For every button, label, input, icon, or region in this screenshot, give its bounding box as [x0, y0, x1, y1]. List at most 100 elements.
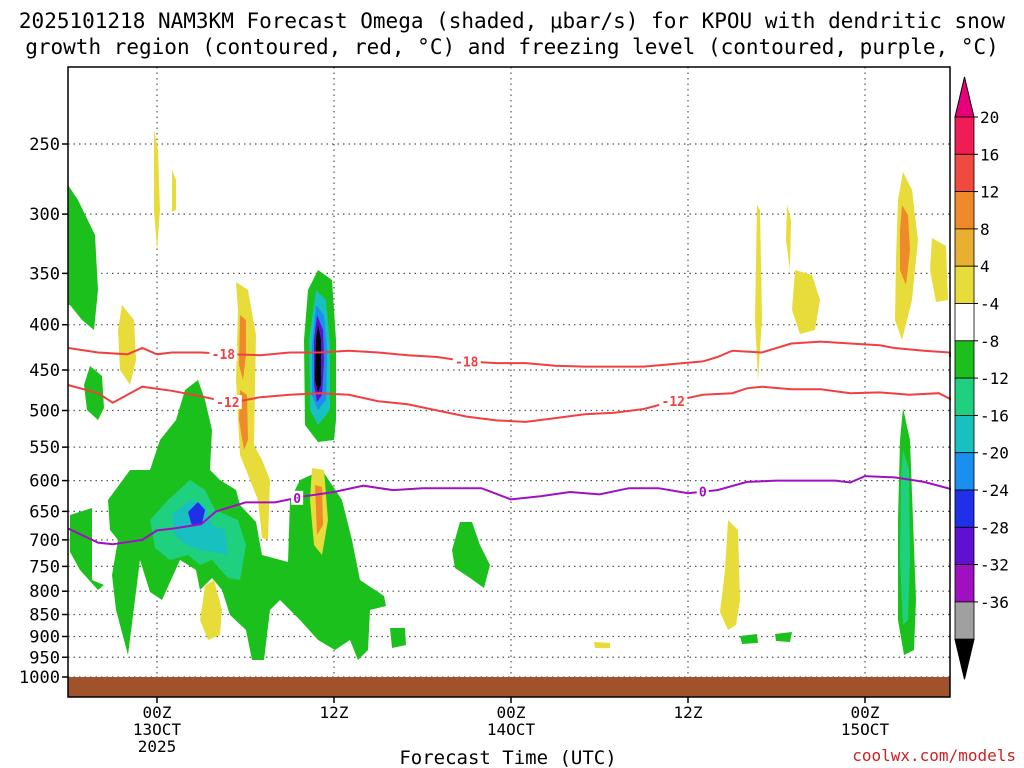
omega-yellow-i	[755, 205, 762, 380]
ground-surface	[68, 677, 950, 697]
omega-yellow-g	[594, 642, 610, 648]
contour-label--12-1: -12	[662, 395, 685, 410]
y-tick-label-950: 950	[29, 648, 60, 668]
colorbar-label-9: -20	[980, 444, 1009, 463]
y-tick-label-300: 300	[29, 205, 60, 225]
omega-orange-l	[900, 205, 910, 285]
y-tick-label-850: 850	[29, 606, 60, 626]
colorbar-bin-9	[954, 452, 975, 491]
colorbar-bin-13	[954, 601, 975, 640]
y-tick-label-650: 650	[29, 502, 60, 522]
omega-yellow-f	[200, 580, 222, 640]
plot-frame	[67, 66, 951, 698]
contour-label--12-0: -12	[216, 396, 239, 411]
omega-yellow-b	[118, 305, 136, 385]
y-tick-label-800: 800	[29, 582, 60, 602]
colorbar-label-0: 20	[980, 108, 999, 127]
colorbar-bin-12	[954, 564, 975, 603]
y-tick-label-700: 700	[29, 531, 60, 551]
x-tick-label-h24-1: 14OCT	[487, 720, 536, 739]
omega-green-small2	[740, 634, 758, 644]
colorbar-bin-6	[954, 340, 975, 379]
omega-green-lowleft	[70, 508, 104, 590]
contour-label-bg--18-0	[209, 346, 238, 361]
x-tick-label-h48-0: 00Z	[851, 703, 880, 722]
colorbar: 20 16 12 8 4 -4 -8 -12 -16 -20 -24 -28 -32 -36	[954, 76, 1009, 680]
contour-line-0	[68, 475, 951, 546]
omega-blue-main	[188, 502, 205, 526]
colorbar-bin-1	[954, 153, 975, 193]
colorbar-bin-11	[954, 526, 975, 565]
colorbar-bin-0	[954, 116, 975, 155]
watermark: coolwx.com/models	[852, 746, 1016, 765]
contour-label-bg--18-1	[452, 354, 481, 369]
omega-green-upperleft	[68, 185, 98, 330]
x-axis-label: Forecast Time (UTC)	[399, 747, 616, 768]
colorbar-label-5: -4	[980, 295, 999, 314]
omega-yellow-c	[154, 130, 160, 250]
omega-yellow-j	[786, 205, 791, 270]
chart-title-line2: growth region (contoured, red, °C) and f…	[25, 35, 999, 59]
colorbar-label-6: -8	[980, 332, 999, 351]
y-tick-label-900: 900	[29, 627, 60, 647]
omega-yellow-k	[792, 270, 820, 334]
colorbar-label-13: -36	[980, 593, 1009, 612]
x-tick-label-h12-0: 12Z	[320, 703, 349, 722]
y-axis: 2503003504004505005506006507007508008509…	[19, 135, 68, 688]
y-tick-label-1000: 1000	[19, 668, 60, 688]
colorbar-bin-2	[954, 191, 975, 230]
omega-green-small3	[775, 632, 792, 642]
y-tick-label-500: 500	[29, 402, 60, 422]
colorbar-bin-7	[954, 377, 975, 416]
colorbar-label-4: 4	[980, 257, 990, 276]
colorbar-label-2: 12	[980, 183, 999, 202]
x-tick-label-h0-1: 13OCT	[133, 720, 182, 739]
contour-label-bg--12-1	[659, 394, 688, 409]
colorbar-label-3: 8	[980, 220, 990, 239]
contour-label-0-0: 0	[293, 492, 301, 507]
omega-orange-a	[239, 315, 246, 380]
contour-label--18-0: -18	[212, 348, 236, 363]
omega-yellow-m	[930, 238, 948, 302]
omega-yellow-d	[172, 170, 176, 212]
contour-label-0-1: 0	[699, 486, 707, 501]
omega-shading	[68, 130, 948, 660]
colorbar-label-1: 16	[980, 145, 999, 164]
colorbar-bin-10	[954, 489, 975, 528]
colorbar-label-11: -28	[980, 518, 1009, 537]
y-tick-label-550: 550	[29, 438, 60, 458]
omega-yellow-h	[720, 520, 740, 630]
colorbar-bin-5	[954, 303, 975, 342]
y-tick-label-400: 400	[29, 316, 60, 336]
x-tick-label-h36-0: 12Z	[674, 703, 703, 722]
y-tick-label-750: 750	[29, 557, 60, 577]
omega-teal-right	[900, 450, 910, 625]
contour-label-bg--12-0	[213, 395, 242, 410]
plot-area	[68, 67, 950, 697]
colorbar-label-7: -12	[980, 369, 1009, 388]
chart-title-line1: 2025101218 NAM3KM Forecast Omega (shaded…	[19, 9, 1006, 33]
colorbar-label-12: -32	[980, 556, 1009, 575]
x-tick-label-h0-2: 2025	[138, 737, 177, 756]
omega-orange-e	[315, 485, 323, 535]
contour-label--18-1: -18	[455, 355, 479, 370]
y-tick-label-600: 600	[29, 472, 60, 492]
omega-green-main	[108, 380, 386, 660]
contour-label-bg-0-0	[291, 490, 304, 505]
omega-strong-column-black	[315, 325, 321, 392]
omega-cyan-main	[172, 500, 228, 555]
colorbar-bin-4	[954, 265, 975, 304]
colorbar-bin-8	[954, 414, 975, 454]
colorbar-bottom-arrow	[954, 638, 975, 680]
colorbar-label-10: -24	[980, 481, 1009, 500]
y-tick-label-450: 450	[29, 361, 60, 381]
colorbar-label-8: -16	[980, 406, 1009, 425]
x-tick-label-h48-1: 15OCT	[841, 720, 890, 739]
colorbar-bin-3	[954, 228, 975, 267]
y-tick-label-350: 350	[29, 264, 60, 284]
x-tick-label-h24-0: 00Z	[497, 703, 526, 722]
contour-line--18	[68, 340, 951, 368]
omega-green-mid	[452, 522, 490, 588]
